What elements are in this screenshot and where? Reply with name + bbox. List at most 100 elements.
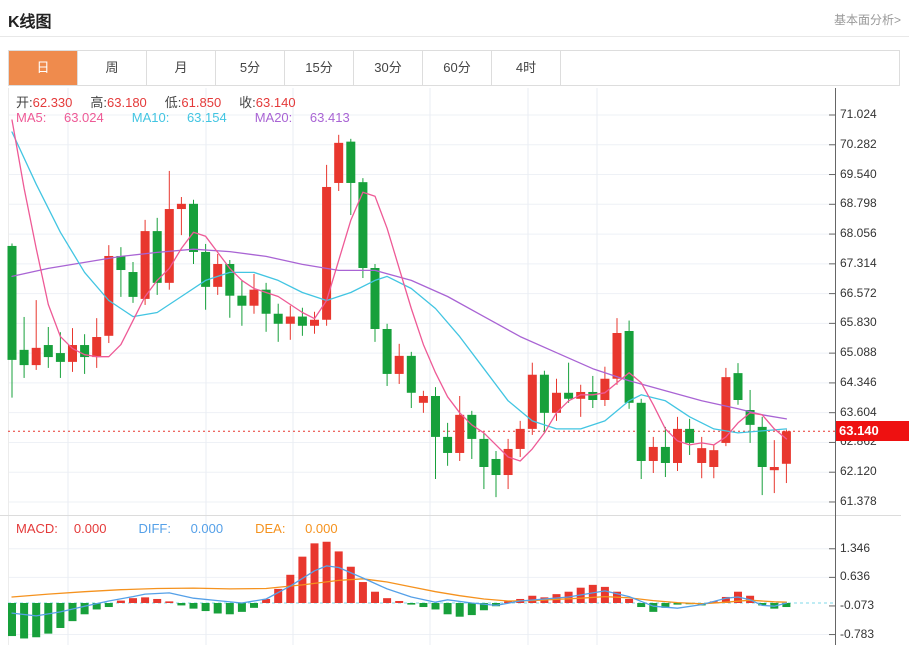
candle-body: [697, 448, 707, 463]
macd-bar: [80, 603, 89, 615]
macd-bar: [20, 603, 29, 639]
open-label: 开:: [16, 95, 33, 110]
tab-60min[interactable]: 60分: [423, 51, 492, 85]
candle-body: [152, 231, 162, 283]
macd-bar: [443, 603, 452, 615]
macd-bar: [286, 574, 295, 603]
candle-body: [491, 458, 501, 476]
macd-bar: [189, 603, 198, 609]
macd-bar: [637, 603, 646, 608]
candle-body: [527, 374, 537, 429]
low-label: 低:: [164, 95, 182, 110]
close-label: 收:: [239, 95, 256, 110]
price-axis-label: 69.540: [840, 166, 877, 181]
candle-body: [552, 392, 561, 413]
candle-body: [201, 251, 211, 287]
candle-body: [92, 337, 102, 358]
candle-body: [781, 431, 791, 464]
candle-body: [443, 436, 453, 453]
candle-body: [564, 392, 574, 399]
macd-bar: [721, 596, 730, 603]
candle-body: [721, 377, 731, 443]
candle-body: [225, 263, 235, 296]
candle-body: [382, 328, 392, 374]
candle-body: [128, 272, 138, 297]
macd-bar: [310, 543, 319, 603]
candle-body: [297, 316, 307, 326]
macd-bar: [8, 603, 16, 637]
macd-bar: [661, 603, 670, 608]
macd-bar: [129, 598, 137, 603]
tab-15min[interactable]: 15分: [285, 51, 354, 85]
fundamental-analysis-link[interactable]: 基本面分析>: [833, 13, 901, 27]
price-axis-label: 67.314: [840, 255, 877, 270]
macd-bar: [600, 586, 609, 603]
candle-body: [588, 391, 598, 400]
price-axis-label: 66.572: [840, 285, 877, 300]
tab-4hour[interactable]: 4时: [492, 51, 561, 85]
candle-body: [213, 263, 223, 287]
candle-body: [612, 333, 622, 379]
candle-body: [685, 428, 695, 443]
ma10-line: [11, 131, 788, 434]
ma-readout: MA5: 63.024 MA10: 63.154 MA20: 63.413: [16, 110, 378, 125]
candle-body: [310, 319, 319, 326]
macd-bar: [709, 601, 718, 603]
high-value: 63.180: [107, 95, 147, 110]
macd-bar: [673, 603, 682, 605]
macd-bar: [165, 601, 174, 603]
price-axis-label: 71.024: [840, 107, 877, 121]
candle-body: [43, 345, 53, 358]
macd-bar: [782, 603, 791, 608]
candle-body: [745, 410, 755, 425]
price-axis-label: 70.282: [840, 136, 877, 151]
macd-bar: [371, 591, 379, 603]
tab-week[interactable]: 周: [78, 51, 147, 85]
macd-bar: [116, 600, 125, 603]
macd-bar: [298, 556, 307, 603]
macd-bar: [44, 603, 53, 634]
header-divider: [0, 36, 909, 37]
candle-body: [455, 414, 465, 453]
macd-bar: [334, 551, 343, 603]
candle-body: [406, 355, 416, 393]
candle-body: [273, 313, 283, 324]
macd-bar: [177, 603, 186, 606]
candle-body: [673, 428, 682, 463]
price-axis-label: 61.378: [840, 493, 877, 508]
diff-value-readout: DIFF: 0.000: [138, 521, 224, 536]
macd-bar: [141, 597, 150, 603]
tab-day[interactable]: 日: [9, 51, 78, 85]
candle-body: [189, 203, 198, 252]
candle-body: [370, 268, 380, 329]
macd-bar: [104, 603, 113, 608]
macd-axis-label: -0.073: [840, 597, 875, 612]
candle-body: [733, 373, 743, 400]
macd-bar: [153, 598, 162, 603]
tab-5min[interactable]: 5分: [216, 51, 285, 85]
tab-month[interactable]: 月: [147, 51, 216, 85]
macd-bar: [383, 598, 392, 603]
dea-line: [11, 578, 788, 605]
candle-body: [636, 402, 646, 461]
tab-30min[interactable]: 30分: [354, 51, 423, 85]
candle-body: [116, 255, 126, 271]
price-axis-label: 65.830: [840, 315, 877, 330]
macd-bar: [262, 598, 271, 603]
candle-body: [80, 345, 90, 358]
price-axis-label: 63.604: [840, 404, 877, 419]
macd-bar: [322, 541, 331, 603]
dea-value-readout: DEA: 0.000: [255, 521, 338, 536]
macd-bar: [32, 603, 41, 638]
price-axis-label: 68.798: [840, 196, 877, 211]
macd-bar: [504, 601, 513, 603]
candle-body: [394, 355, 404, 374]
candle-body: [467, 414, 477, 439]
price-axis-label: 64.346: [840, 374, 877, 389]
candle-body: [515, 428, 525, 449]
macd-axis-label: -0.783: [840, 626, 875, 641]
candle-body: [140, 231, 150, 299]
candle-body: [346, 141, 356, 183]
